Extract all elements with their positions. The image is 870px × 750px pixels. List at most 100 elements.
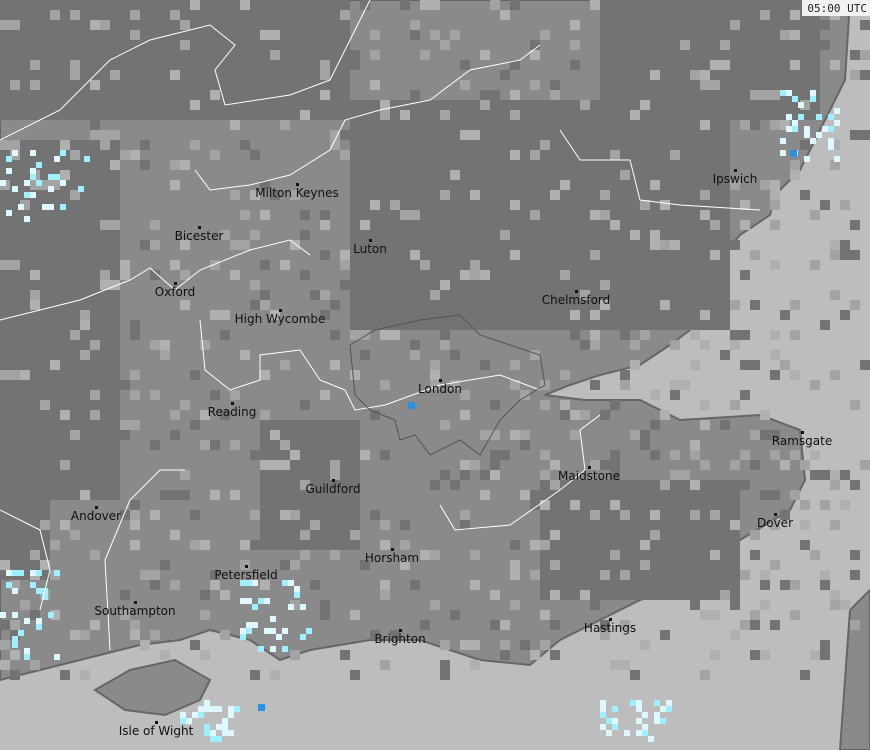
cloud-pixel [810, 40, 820, 50]
cloud-pixel [220, 330, 230, 340]
cloud-pixel [760, 430, 770, 440]
cloud-pixel [650, 450, 660, 460]
cloud-pixel [770, 260, 780, 270]
rain-pixel [294, 592, 300, 598]
cloud-pixel [370, 510, 380, 520]
rain-pixel [270, 646, 276, 652]
cloud-pixel [700, 310, 710, 320]
cloud-pixel [230, 490, 240, 500]
cloud-pixel [340, 10, 350, 20]
cloud-pixel [190, 370, 200, 380]
rain-pixel [792, 120, 798, 126]
town-marker [774, 513, 777, 516]
cloud-pixel [170, 530, 180, 540]
cloud-pixel [540, 170, 550, 180]
cloud-pixel [640, 440, 650, 450]
cloud-pixel [790, 160, 800, 170]
cloud-pixel [710, 220, 720, 230]
cloud-pixel [260, 260, 270, 270]
cloud-pixel [700, 550, 710, 560]
cloud-pixel [30, 80, 40, 90]
cloud-pixel [40, 520, 50, 530]
cloud-pixel [0, 640, 10, 650]
cloud-pixel [750, 300, 760, 310]
cloud-pixel [330, 330, 340, 340]
rain-pixel [660, 718, 666, 724]
cloud-pixel [160, 350, 170, 360]
cloud-pixel [500, 260, 510, 270]
rain-pixel [30, 570, 36, 576]
cloud-pixel [100, 130, 110, 140]
cloud-pixel [600, 620, 610, 630]
rain-pixel [834, 156, 840, 162]
rain-pixel [630, 700, 636, 706]
rain-pixel-heavy [408, 402, 415, 409]
cloud-pixel [70, 10, 80, 20]
cloud-pixel [470, 460, 480, 470]
cloud-pixel [70, 290, 80, 300]
cloud-pixel [60, 270, 70, 280]
cloud-pixel [580, 590, 590, 600]
cloud-pixel [460, 410, 470, 420]
cloud-pixel [260, 460, 270, 470]
rain-pixel [222, 730, 228, 736]
cloud-pixel [270, 50, 280, 60]
cloud-pixel [430, 360, 440, 370]
cloud-pixel [270, 670, 280, 680]
cloud-pixel [480, 470, 490, 480]
cloud-pixel [850, 220, 860, 230]
cloud-pixel [390, 290, 400, 300]
cloud-pixel [770, 80, 780, 90]
cloud-pixel [140, 160, 150, 170]
cloud-pixel [850, 300, 860, 310]
cloud-pixel [780, 110, 790, 120]
cloud-pixel [130, 330, 140, 340]
cloud-pixel [860, 20, 870, 30]
cloud-pixel [710, 250, 720, 260]
rain-pixel [600, 712, 606, 718]
cloud-pixel [700, 610, 710, 620]
cloud-pixel [540, 640, 550, 650]
cloud-pixel [490, 100, 500, 110]
cloud-pixel [300, 110, 310, 120]
cloud-pixel [170, 490, 180, 500]
cloud-pixel [290, 450, 300, 460]
cloud-pixel [0, 620, 10, 630]
cloud-pixel [780, 460, 790, 470]
cloud-pixel [80, 350, 90, 360]
cloud-pixel [150, 390, 160, 400]
cloud-pixel [580, 550, 590, 560]
cloud-pixel [90, 620, 100, 630]
cloud-pixel [220, 230, 230, 240]
cloud-pixel [460, 200, 470, 210]
cloud-pixel [300, 210, 310, 220]
rain-pixel [24, 654, 30, 660]
cloud-pixel [360, 560, 370, 570]
land-isle-of-wight [93, 658, 212, 717]
cloud-pixel [330, 300, 340, 310]
cloud-pixel [480, 230, 490, 240]
cloud-pixel [180, 270, 190, 280]
cloud-pixel [130, 370, 140, 380]
rain-pixel [54, 654, 60, 660]
cloud-pixel [150, 510, 160, 520]
cloud-pixel [460, 510, 470, 520]
cloud-pixel [10, 630, 20, 640]
cloud-pixel [430, 260, 440, 270]
cloud-pixel [430, 550, 440, 560]
cloud-pixel [660, 300, 670, 310]
cloud-pixel [530, 540, 540, 550]
cloud-pixel [400, 110, 410, 120]
cloud-pixel [500, 450, 510, 460]
cloud-pixel [740, 100, 750, 110]
town-marker [588, 466, 591, 469]
cloud-pixel [570, 60, 580, 70]
cloud-pixel [350, 530, 360, 540]
cloud-pixel [90, 80, 100, 90]
cloud-pixel [760, 90, 770, 100]
cloud-pixel [710, 80, 720, 90]
cloud-pixel [320, 60, 330, 70]
cloud-pixel [770, 330, 780, 340]
cloud-pixel [490, 90, 500, 100]
